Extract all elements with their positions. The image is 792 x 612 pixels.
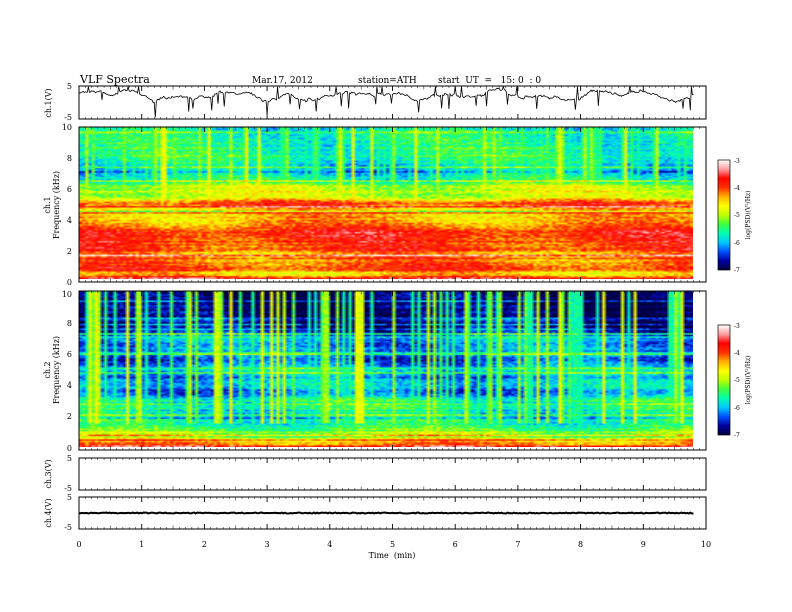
ch2-cb-tick-m7: -7 <box>734 432 740 439</box>
ch2-spec-ytick-0: 0 <box>67 444 72 453</box>
ch1-spectrogram-time-ticks <box>78 127 707 282</box>
time-tick-label-0: 0 <box>76 540 81 549</box>
ch1-cb-tick-m4: -4 <box>734 185 740 192</box>
ch2-spec-ytick-6: 6 <box>67 350 72 359</box>
ch1-colorbar-label: log(PSD)(V²/Hz) <box>745 191 752 240</box>
ch1-spec-ytick-10: 10 <box>62 123 72 132</box>
ch1-ytick-top: 5 <box>67 82 72 91</box>
ch1-spectrogram-channel-label: ch.1 <box>43 196 52 213</box>
ch2-cb-tick-m5: -5 <box>734 377 740 384</box>
time-tick-label-7: 7 <box>515 540 520 549</box>
ch2-cb-tick-m3: -3 <box>734 323 740 330</box>
ch3-ytick-top: 5 <box>67 454 72 463</box>
date-label: Mar.17, 2012 <box>252 76 313 86</box>
ch1-spectrogram-panel: 0 2 4 6 8 10 ch.1 Frequency (kHz) <box>43 123 707 287</box>
ch1-spectrogram-image <box>79 127 693 279</box>
figure-title: VLF Spectra <box>79 73 150 86</box>
ch2-colorbar-label: log(PSD)(V²/Hz) <box>745 356 752 405</box>
ch4-ytick-top: 5 <box>67 493 72 502</box>
ch4-waveform-time-ticks <box>78 497 707 529</box>
start-time-label: start UT = 15: 0 : 0 <box>438 76 541 86</box>
ch3-waveform-panel: 5 -5 ch.3(V) <box>44 454 707 493</box>
ch2-spec-ytick-10: 10 <box>62 290 72 299</box>
time-tick-label-9: 9 <box>641 540 646 549</box>
ch1-spec-ytick-4: 4 <box>67 216 72 225</box>
time-tick-label-5: 5 <box>390 540 395 549</box>
ch1-waveform-ylabel: ch.1(V) <box>44 88 53 117</box>
ch3-waveform-ylabel: ch.3(V) <box>44 459 53 488</box>
ch4-waveform-panel: 5 -5 ch.4(V) <box>44 493 707 532</box>
ch1-spectrogram-ylabel: Frequency (kHz) <box>52 171 61 239</box>
ch2-spec-ytick-8: 8 <box>67 319 72 328</box>
time-axis-tick-labels: 0 1 2 3 4 5 6 7 8 9 10 <box>76 540 711 549</box>
time-tick-label-1: 1 <box>139 540 144 549</box>
ch2-spectrogram-yticks: 0 2 4 6 8 10 <box>62 290 72 453</box>
ch2-spectrogram-time-ticks <box>78 291 707 450</box>
ch1-spec-ytick-8: 8 <box>67 154 72 163</box>
ch2-spectrogram-image <box>79 291 693 447</box>
time-axis-label: Time (min) <box>369 551 416 560</box>
ch1-waveform-time-ticks <box>78 86 707 119</box>
ch4-waveform-ylabel: ch.4(V) <box>44 498 53 527</box>
ch1-colorbar-scale <box>717 159 731 271</box>
ch3-ytick-bottom: -5 <box>64 484 72 493</box>
ch1-cb-tick-m7: -7 <box>734 267 740 274</box>
ch2-spec-ytick-4: 4 <box>67 381 72 390</box>
ch2-cb-tick-m6: -6 <box>734 405 740 412</box>
time-tick-label-10: 10 <box>701 540 711 549</box>
ch1-cb-tick-m6: -6 <box>734 240 740 247</box>
time-tick-label-8: 8 <box>578 540 583 549</box>
time-tick-label-6: 6 <box>453 540 458 549</box>
ch2-colorbar: -3 -4 -5 -6 -7 log(PSD)(V²/Hz) <box>717 323 752 439</box>
ch2-spectrogram-panel: 0 2 4 6 8 10 ch.2 Frequency (kHz) <box>43 290 707 453</box>
ch1-cb-tick-m5: -5 <box>734 212 740 219</box>
ch1-spec-ytick-0: 0 <box>67 278 72 287</box>
ch4-waveform-line <box>78 511 694 515</box>
ch1-spec-ytick-6: 6 <box>67 185 72 194</box>
ch1-colorbar: -3 -4 -5 -6 -7 log(PSD)(V²/Hz) <box>717 158 752 274</box>
time-tick-label-3: 3 <box>265 540 270 549</box>
time-tick-label-4: 4 <box>327 540 332 549</box>
station-label: station=ATH <box>358 76 417 86</box>
ch3-waveform-time-ticks <box>78 458 707 490</box>
ch1-spectrogram-yticks: 0 2 4 6 8 10 <box>62 123 72 287</box>
time-tick-label-2: 2 <box>202 540 207 549</box>
ch2-colorbar-scale <box>717 324 731 436</box>
ch2-cb-tick-m4: -4 <box>734 350 740 357</box>
ch4-ytick-bottom: -5 <box>64 523 72 532</box>
ch1-waveform-line <box>78 85 694 118</box>
ch1-ytick-bottom: -5 <box>64 113 72 122</box>
ch1-cb-tick-m3: -3 <box>734 158 740 165</box>
ch2-spectrogram-ylabel: Frequency (kHz) <box>52 336 61 404</box>
ch2-spectrogram-channel-label: ch.2 <box>43 361 52 378</box>
ch2-spec-ytick-2: 2 <box>67 412 72 421</box>
ch1-spec-ytick-2: 2 <box>67 247 72 256</box>
ch1-waveform-panel: 5 -5 ch.1(V) <box>44 82 707 122</box>
